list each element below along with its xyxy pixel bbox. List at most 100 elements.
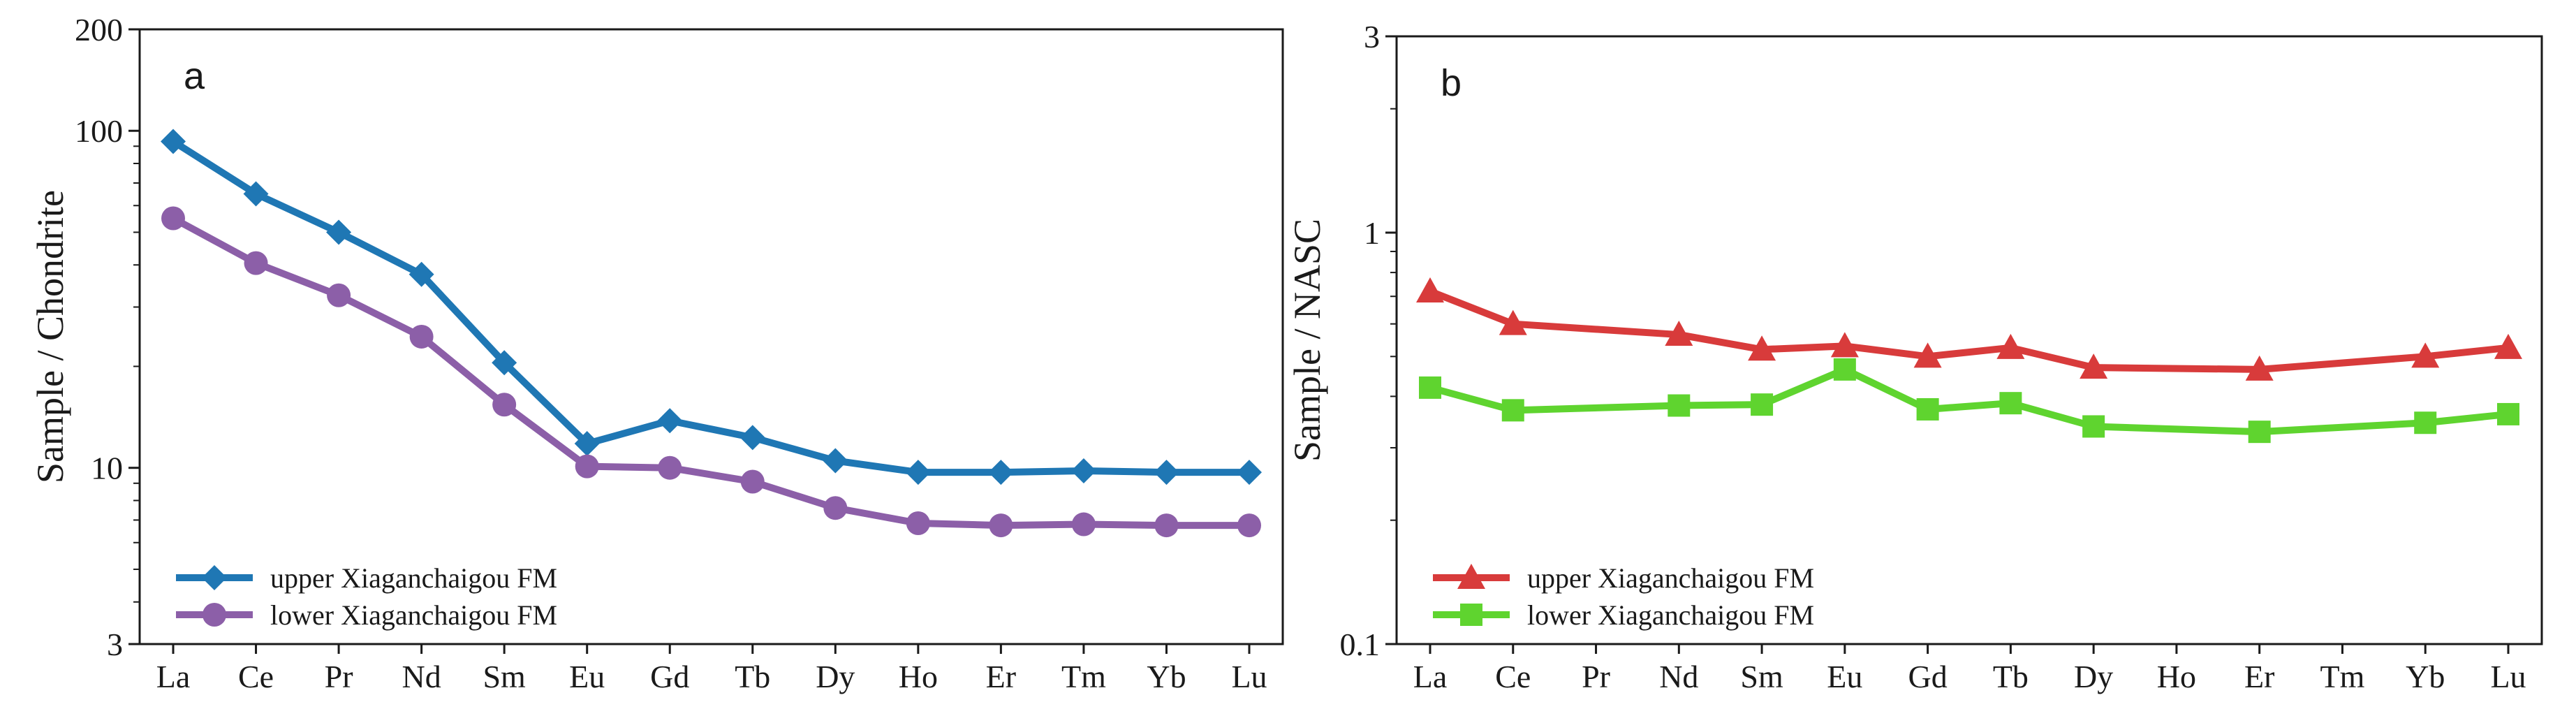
legend-label: upper Xiaganchaigou FM xyxy=(1527,562,1814,594)
data-point xyxy=(905,460,931,485)
data-point xyxy=(2497,402,2519,425)
legend-marker xyxy=(1457,564,1485,589)
data-point xyxy=(989,513,1013,538)
x-tick-label: Dy xyxy=(816,659,855,694)
data-point xyxy=(244,251,268,275)
legend: upper Xiaganchaigou FM lower Xiaganchaigo… xyxy=(176,562,557,631)
data-point xyxy=(740,469,765,494)
data-point xyxy=(1416,277,1444,303)
data-point xyxy=(1830,332,1859,358)
legend-label: lower Xiaganchaigou FM xyxy=(1527,599,1814,631)
data-point xyxy=(1070,458,1096,483)
x-tick-label: Gd xyxy=(650,659,689,694)
data-point xyxy=(492,350,517,376)
y-tick-label: 3 xyxy=(107,627,123,662)
y-tick-label: 200 xyxy=(75,12,123,48)
data-point xyxy=(1237,460,1262,485)
data-point xyxy=(1665,321,1693,346)
data-point xyxy=(1071,512,1096,536)
data-point xyxy=(657,408,683,434)
legend-label: lower Xiaganchaigou FM xyxy=(270,599,557,631)
data-point xyxy=(1833,358,1856,381)
data-point xyxy=(1154,460,1179,485)
x-tick-label: Ce xyxy=(238,659,274,694)
data-point xyxy=(1748,335,1776,361)
data-point xyxy=(988,460,1014,485)
chart-panel-b: La Ce Pr Nd Sm Eu Gd Tb Dy Ho Er Tm Yb Lu 0.1 1 3 Sample … xyxy=(1286,19,2543,694)
x-tick-label: Ho xyxy=(2157,659,2196,694)
y-tick-label: 0.1 xyxy=(1340,627,1381,662)
data-point xyxy=(823,496,848,520)
series-line xyxy=(1429,365,2509,436)
series-line xyxy=(171,215,1249,530)
y-tick-label: 10 xyxy=(91,451,123,486)
series-lower xyxy=(1419,358,2519,444)
data-point xyxy=(574,431,600,457)
x-tick-label: Pr xyxy=(325,659,353,694)
x-tick-label: Dy xyxy=(2074,659,2113,694)
legend: upper Xiaganchaigou FM lower Xiaganchaigo… xyxy=(1433,562,1814,631)
x-tick-label: Tb xyxy=(1993,659,2029,694)
x-tick-label: Nd xyxy=(1659,659,1698,694)
data-point xyxy=(2248,421,2271,444)
data-point xyxy=(2082,415,2105,438)
data-point xyxy=(161,206,185,231)
x-tick-label: Pr xyxy=(1582,659,1610,694)
data-point xyxy=(2494,333,2522,359)
x-tick-label: Tm xyxy=(1061,659,1106,694)
y-axis-label: Sample / NASC xyxy=(1286,219,1328,462)
data-point xyxy=(1154,513,1179,538)
x-tick-label: La xyxy=(156,659,191,694)
data-point xyxy=(2080,353,2108,379)
data-point xyxy=(1499,309,1527,335)
data-point xyxy=(2245,355,2274,381)
series-upper xyxy=(161,129,1262,485)
data-point xyxy=(243,181,269,207)
series-line xyxy=(171,138,1249,476)
panel-label: b xyxy=(1441,62,1462,104)
x-tick-label: Sm xyxy=(483,659,526,694)
plot-frame xyxy=(1395,35,2543,645)
data-point xyxy=(492,393,517,417)
y-tick-label: 3 xyxy=(1364,19,1380,54)
data-point xyxy=(575,454,599,479)
x-tick-label: Lu xyxy=(1231,659,1267,694)
data-point xyxy=(906,511,930,535)
x-tick-label: Tb xyxy=(735,659,770,694)
data-point xyxy=(409,261,434,287)
x-tick-label: Eu xyxy=(1827,659,1862,694)
data-point xyxy=(161,129,186,154)
x-tick-label: Yb xyxy=(2406,659,2445,694)
data-point xyxy=(2411,342,2440,368)
data-point xyxy=(1996,333,2025,359)
series-line xyxy=(1429,288,2509,373)
data-point xyxy=(658,455,682,480)
x-tick-label: Gd xyxy=(1908,659,1947,694)
y-tick-label: 100 xyxy=(75,113,123,149)
series-upper xyxy=(1416,277,2522,381)
plot-frame xyxy=(138,28,1284,645)
data-point xyxy=(2414,411,2437,434)
x-tick-label: Eu xyxy=(569,659,605,694)
data-point xyxy=(327,283,351,307)
data-point xyxy=(1668,394,1691,417)
x-tick-label: Ho xyxy=(899,659,938,694)
x-tick-label: Sm xyxy=(1740,659,1783,694)
data-point xyxy=(1916,397,1939,421)
legend-marker xyxy=(1460,604,1482,626)
x-tick-label: Nd xyxy=(402,659,441,694)
x-tick-label: La xyxy=(1413,659,1448,694)
data-point xyxy=(326,219,352,245)
data-point xyxy=(1419,376,1441,399)
data-point xyxy=(1237,513,1261,538)
panel-label: a xyxy=(184,55,205,97)
data-point xyxy=(1751,393,1774,416)
y-tick-label: 1 xyxy=(1364,215,1380,251)
legend-label: upper Xiaganchaigou FM xyxy=(270,562,557,594)
x-tick-label: Tm xyxy=(2320,659,2365,694)
data-point xyxy=(1913,342,1942,368)
legend-marker xyxy=(202,565,227,590)
x-tick-label: Yb xyxy=(1147,659,1186,694)
data-point xyxy=(1999,392,2022,415)
